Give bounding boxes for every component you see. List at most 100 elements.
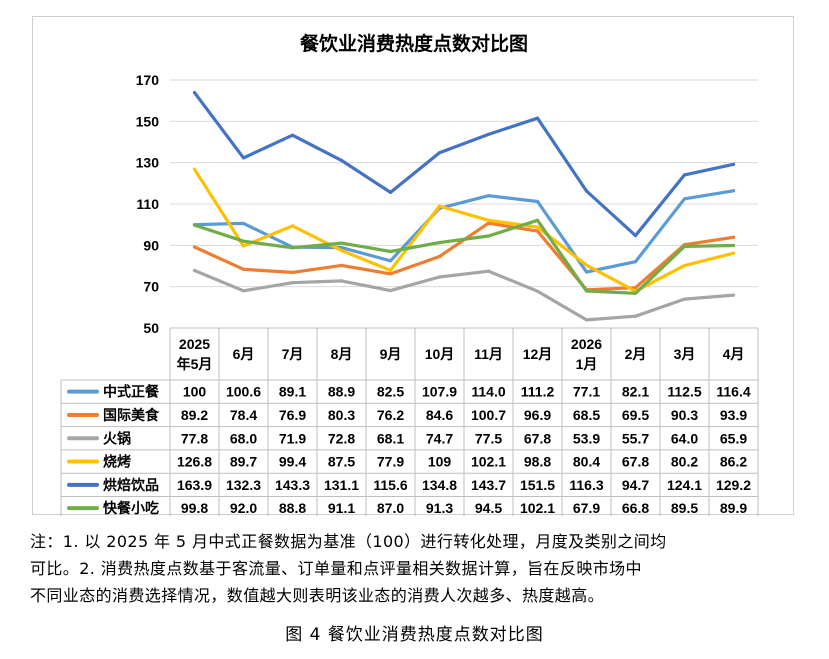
data-point [584,270,589,274]
data-label: 99.4 [279,454,306,470]
data-label: 116.3 [569,477,603,493]
legend-label: 烧烤 [103,454,131,470]
y-tick-label: 110 [136,196,159,212]
x-tick-label: 2月 [625,346,647,362]
series-line-0 [192,189,736,274]
x-tick-label: 11月 [474,346,503,362]
data-point [633,234,638,238]
x-tick-label: 8月 [331,346,353,362]
data-label: 151.5 [520,477,555,493]
x-tick-label: 12月 [523,346,553,362]
y-tick-label: 130 [136,155,160,171]
data-point [682,197,687,201]
data-label: 72.8 [328,430,355,446]
data-point [584,318,589,322]
data-point [584,263,589,267]
data-point [731,293,736,297]
data-point [682,244,687,248]
x-tick-label: 4月 [723,346,745,362]
data-label: 116.4 [716,384,750,400]
data-label: 115.6 [373,477,407,493]
data-label: 124.1 [667,477,702,493]
x-tick-label: 7月 [282,346,304,362]
data-label: 55.7 [622,430,649,446]
data-point [535,229,540,233]
data-point [731,251,736,255]
x-tick-label: 6月 [233,346,255,362]
data-point [339,248,344,253]
data-label: 89.2 [181,407,208,423]
data-point [339,263,344,267]
data-label: 68.5 [573,407,600,423]
data-point [535,199,540,204]
note-line-1: 注：1. 以 2025 年 5 月中式正餐数据为基准（100）进行转化处理，月度… [30,532,667,551]
data-point [682,297,687,301]
data-label: 94.5 [475,500,502,516]
x-tick-label: 10月 [425,346,455,362]
data-point [731,162,736,166]
data-point [584,189,589,193]
data-point [731,243,736,248]
data-point [241,156,246,160]
note-line-3: 不同业态的消费选择情况，数值越大则表明该业态的消费人次越多、热度越高。 [30,586,605,605]
data-point [682,263,687,268]
y-tick-label: 90 [143,237,159,253]
chart-title: 餐饮业消费热度点数对比图 [299,33,528,55]
data-label: 76.9 [279,407,306,423]
data-point [633,291,638,295]
data-label: 112.5 [667,384,701,400]
data-label: 129.2 [716,477,751,493]
data-point [486,194,491,198]
data-label: 102.1 [471,454,506,470]
data-label: 82.5 [377,384,404,400]
data-label: 80.3 [328,407,355,423]
data-point [290,281,295,285]
data-label: 87.5 [328,454,355,470]
legend-label: 国际美食 [103,407,160,423]
data-label: 80.4 [573,454,600,470]
series-line-4 [192,90,736,238]
note-line-2: 可比。2. 消费热度点数基于客流量、订单量和点评量相关数据计算，旨在反映市场中 [30,559,642,578]
data-label: 114.0 [471,384,505,400]
data-label: 53.9 [573,430,600,446]
x-tick-label: 2025 [179,336,210,352]
data-label: 99.8 [181,500,208,516]
data-label: 143.7 [471,477,506,493]
data-point [633,286,638,290]
data-label: 109 [428,454,452,470]
data-point [241,267,246,271]
data-point [192,223,197,227]
data-point [633,260,638,264]
data-label: 88.9 [328,384,355,400]
data-point [241,244,246,248]
series-line-5 [192,218,736,295]
data-point [535,289,540,293]
data-label: 143.3 [275,477,310,493]
x-tick-label: 9月 [380,346,402,362]
data-label: 71.9 [279,430,306,446]
data-label: 89.5 [671,500,698,516]
y-tick-label: 70 [143,279,159,295]
data-label: 76.2 [377,407,404,423]
data-label: 80.2 [671,454,698,470]
data-label: 90.3 [671,407,698,423]
data-point [486,234,491,238]
data-point [192,167,197,171]
data-point [535,218,540,222]
data-point [290,133,295,137]
legend-label: 火锅 [103,430,131,446]
data-label: 126.8 [177,454,212,470]
legend-label: 烘焙饮品 [103,477,159,493]
data-point [731,189,736,193]
data-label: 100.7 [471,407,506,423]
legend-label: 中式正餐 [103,384,160,400]
data-label: 132.3 [226,477,261,493]
data-point [486,132,491,136]
data-label: 67.8 [524,430,551,446]
data-label: 92.0 [230,500,257,516]
data-point [192,245,197,249]
data-point [192,91,197,95]
data-point [388,190,393,195]
data-label: 66.8 [622,500,649,516]
x-tick-label: 2026 [571,336,602,352]
